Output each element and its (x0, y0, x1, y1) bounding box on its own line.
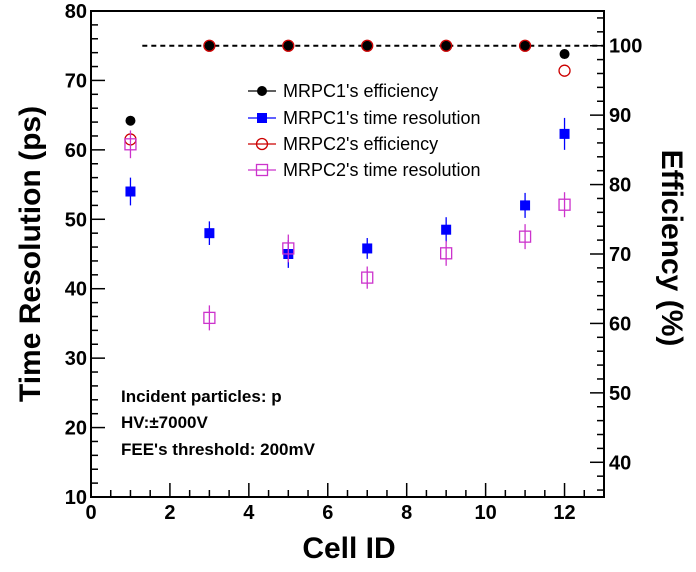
x-tick-label: 12 (553, 502, 575, 524)
mrpc1_tr-point (204, 228, 215, 239)
x-tick-label: 10 (474, 502, 496, 524)
mrpc2_tr-point (282, 242, 295, 255)
mrpc2_tr-series (124, 130, 571, 331)
mrpc2_tr-point (203, 311, 216, 325)
mrpc1_eff-point (125, 115, 136, 126)
x-axis-title: Cell ID (302, 532, 395, 565)
mrpc2_eff-point (203, 39, 216, 52)
mrpc2_tr-point (518, 230, 532, 243)
mrpc2_eff-point (558, 64, 571, 77)
mrpc1_tr-point (441, 224, 452, 235)
y-axis-left-title: Time Resolution (ps) (14, 106, 47, 402)
mrpc2_tr-point (361, 271, 374, 284)
legend-marker (257, 86, 267, 96)
mrpc1_tr-point (125, 186, 136, 197)
legend-marker (255, 137, 269, 151)
legend: MRPC1's efficiency MRPC1's time resolutio… (248, 81, 481, 180)
mrpc2_tr-point (558, 198, 571, 211)
mrpc1_eff-point (559, 49, 570, 60)
y-left-tick-label: 30 (65, 348, 87, 370)
y-right-tick-label: 40 (609, 452, 631, 474)
mrpc2_eff-point (518, 39, 532, 52)
y-axis-right-ticks: 40 50 60 70 80 90 100 (590, 17, 642, 491)
mrpc2_eff-point (282, 39, 295, 52)
legend-label: MRPC2's time resolution (283, 160, 481, 180)
mrpc2_tr-point (124, 138, 137, 151)
y-left-tick-label: 40 (65, 279, 87, 301)
y-left-tick-label: 60 (65, 140, 87, 162)
annotation-particles: Incident particles: p (121, 387, 282, 406)
x-tick-label: 6 (322, 502, 333, 524)
y-left-tick-label: 70 (65, 70, 87, 92)
mrpc1_tr-point (559, 128, 570, 139)
annotation-threshold: FEE's threshold: 200mV (121, 440, 316, 459)
mrpc1_tr-point (520, 200, 531, 211)
y-left-tick-label: 20 (65, 418, 87, 440)
mrpc1_eff-point (204, 40, 215, 51)
legend-marker (257, 113, 267, 123)
mrpc2_tr-point (440, 247, 453, 260)
legend-label: MRPC1's efficiency (283, 81, 438, 101)
x-tick-label: 0 (85, 502, 96, 524)
y-right-tick-label: 70 (609, 244, 631, 266)
y-right-tick-label: 100 (609, 36, 642, 58)
x-axis-ticks: 0 2 4 6 8 10 12 (85, 483, 605, 524)
mrpc1_eff-series (125, 40, 570, 126)
mrpc1_eff-point (362, 40, 373, 51)
mrpc2_eff-point (361, 39, 374, 52)
mrpc1_eff-point (520, 40, 531, 51)
y-axis-right-title: Efficiency (%) (655, 150, 688, 347)
mrpc1_eff-point (441, 40, 452, 51)
mrpc1_eff-point (283, 40, 294, 51)
data-points (124, 39, 571, 331)
mrpc2_eff-point (440, 39, 453, 52)
x-tick-label: 8 (401, 502, 412, 524)
legend-marker (255, 163, 269, 177)
legend-label: MRPC1's time resolution (283, 108, 481, 128)
y-left-tick-label: 80 (65, 1, 87, 23)
annotation-hv: HV:±7000V (121, 413, 208, 432)
mrpc1_tr-point (362, 243, 373, 254)
y-axis-left-ticks: 10 20 30 40 50 60 70 80 (65, 1, 105, 509)
y-right-tick-label: 60 (609, 313, 631, 335)
legend-label: MRPC2's efficiency (283, 134, 438, 154)
y-left-tick-label: 10 (65, 487, 87, 509)
mrpc2_eff-series (124, 39, 571, 146)
y-left-tick-label: 50 (65, 209, 87, 231)
x-tick-label: 4 (243, 502, 255, 524)
y-right-tick-label: 80 (609, 175, 631, 197)
x-tick-label: 2 (164, 502, 175, 524)
y-right-tick-label: 90 (609, 105, 631, 127)
y-right-tick-label: 50 (609, 383, 631, 405)
